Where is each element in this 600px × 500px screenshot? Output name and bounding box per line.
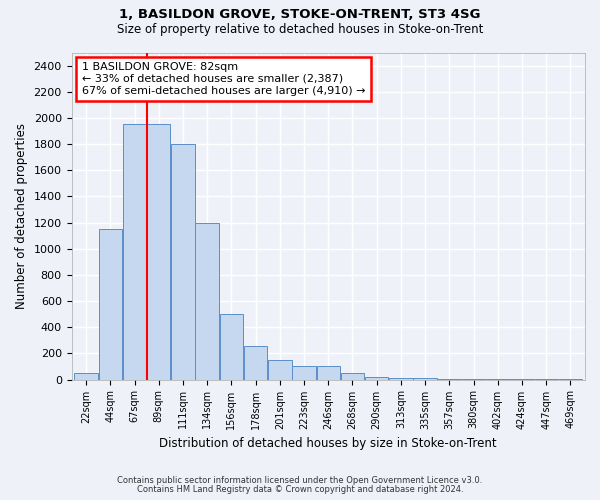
Bar [341, 373, 364, 380]
Text: Size of property relative to detached houses in Stoke-on-Trent: Size of property relative to detached ho… [117, 22, 483, 36]
Bar [559, 378, 582, 380]
Bar [244, 346, 268, 380]
Bar [171, 144, 194, 380]
Bar [220, 314, 243, 380]
Bar [147, 124, 170, 380]
Text: Contains public sector information licensed under the Open Government Licence v3: Contains public sector information licen… [118, 476, 482, 485]
X-axis label: Distribution of detached houses by size in Stoke-on-Trent: Distribution of detached houses by size … [160, 437, 497, 450]
Bar [268, 360, 292, 380]
Bar [74, 373, 98, 380]
Bar [292, 366, 316, 380]
Bar [123, 124, 146, 380]
Bar [437, 378, 461, 380]
Text: Contains HM Land Registry data © Crown copyright and database right 2024.: Contains HM Land Registry data © Crown c… [137, 484, 463, 494]
Bar [365, 377, 388, 380]
Text: 1, BASILDON GROVE, STOKE-ON-TRENT, ST3 4SG: 1, BASILDON GROVE, STOKE-ON-TRENT, ST3 4… [119, 8, 481, 20]
Y-axis label: Number of detached properties: Number of detached properties [15, 123, 28, 309]
Text: 1 BASILDON GROVE: 82sqm
← 33% of detached houses are smaller (2,387)
67% of semi: 1 BASILDON GROVE: 82sqm ← 33% of detache… [82, 62, 365, 96]
Bar [317, 366, 340, 380]
Bar [196, 222, 219, 380]
Bar [535, 378, 558, 380]
Bar [413, 378, 437, 380]
Bar [389, 378, 413, 380]
Bar [98, 229, 122, 380]
